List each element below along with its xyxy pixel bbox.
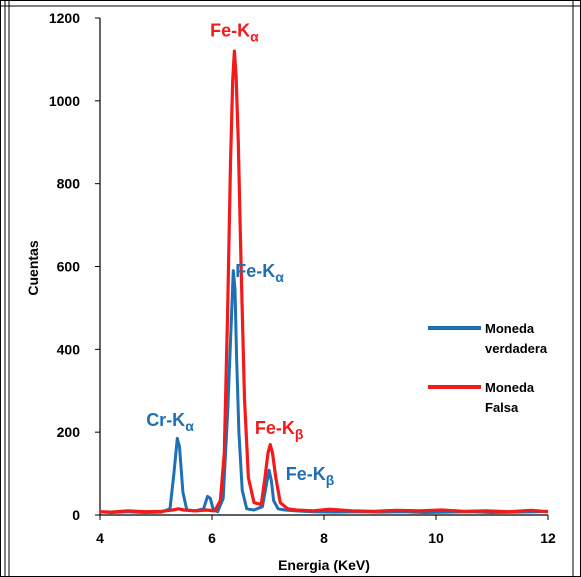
y-axis-ticks: 0 200 400 600 800 1000 1200 bbox=[49, 10, 100, 523]
y-axis-label: Cuentas bbox=[25, 240, 41, 295]
legend-label-line: verdadera bbox=[485, 341, 548, 356]
legend: Moneda verdadera Moneda Falsa bbox=[428, 321, 548, 415]
series-layer bbox=[99, 49, 549, 514]
x-axis-ticks: 4 6 8 10 12 bbox=[96, 515, 556, 546]
series-line-moneda-falsa bbox=[99, 49, 549, 514]
peak-label: Fe-Kβ bbox=[286, 464, 335, 488]
x-tick-label: 4 bbox=[96, 530, 104, 546]
y-tick-label: 200 bbox=[57, 424, 81, 440]
peak-label-main: Fe-K bbox=[286, 464, 326, 484]
x-tick-label: 12 bbox=[540, 530, 556, 546]
y-tick-label: 400 bbox=[57, 341, 81, 357]
peak-label-subscript: α bbox=[275, 269, 284, 285]
y-tick-label: 800 bbox=[57, 176, 81, 192]
legend-label-line: Moneda bbox=[485, 380, 535, 395]
y-tick-label: 0 bbox=[72, 507, 80, 523]
y-tick-label: 600 bbox=[57, 259, 81, 275]
peak-label-subscript: β bbox=[326, 472, 335, 488]
legend-label-moneda-falsa: Moneda Falsa bbox=[485, 380, 535, 415]
peak-label: Fe-Kα bbox=[235, 261, 284, 285]
y-tick-label: 1000 bbox=[49, 93, 80, 109]
x-tick-label: 6 bbox=[208, 530, 216, 546]
legend-label-line: Falsa bbox=[485, 400, 519, 415]
x-tick-label: 10 bbox=[428, 530, 444, 546]
peak-label-subscript: α bbox=[185, 418, 194, 434]
peak-label-main: Cr-K bbox=[146, 410, 185, 430]
legend-label-moneda-verdadera: Moneda verdadera bbox=[485, 321, 548, 356]
x-tick-label: 8 bbox=[320, 530, 328, 546]
peak-label-main: Fe-K bbox=[210, 21, 250, 41]
peak-label-main: Fe-K bbox=[255, 418, 295, 438]
peak-label-main: Fe-K bbox=[235, 261, 275, 281]
peak-label: Fe-Kβ bbox=[255, 418, 304, 442]
peak-label: Fe-Kα bbox=[210, 21, 259, 45]
peak-label-subscript: β bbox=[295, 426, 304, 442]
peak-label-subscript: α bbox=[250, 29, 259, 45]
y-tick-label: 1200 bbox=[49, 10, 80, 26]
x-axis-label: Energia (KeV) bbox=[278, 557, 370, 573]
legend-label-line: Moneda bbox=[485, 321, 535, 336]
peak-label: Cr-Kα bbox=[146, 410, 194, 434]
